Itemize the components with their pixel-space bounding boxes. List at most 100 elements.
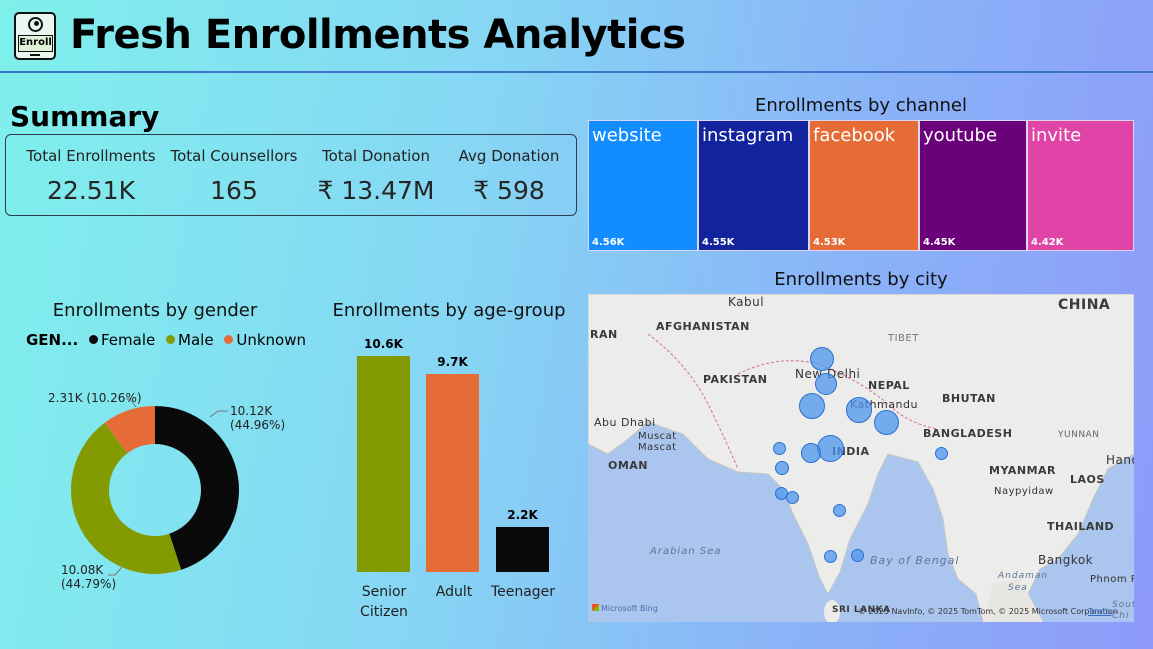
terms-link[interactable]: Terms [1088, 607, 1112, 616]
map-label: Phnom Pen [1090, 574, 1134, 585]
map-label: YUNNAN [1058, 430, 1100, 440]
donut-label-male: 10.08K (44.79%) [61, 563, 117, 591]
city-bubble[interactable] [817, 435, 844, 462]
kpi-value: 165 [210, 176, 258, 205]
city-bubble[interactable] [824, 550, 837, 563]
donut-slice-unknown[interactable] [104, 406, 155, 454]
legend-dot-icon [166, 335, 176, 344]
bar-category-label: Adult [435, 584, 473, 600]
kpi-label: Total Enrollments [26, 147, 156, 165]
map-label: Naypyidaw [994, 486, 1054, 497]
kpi-total-donation[interactable]: Total Donation ₹ 13.47M [301, 135, 451, 215]
legend-item-female[interactable]: Female [89, 331, 155, 349]
legend-item-male[interactable]: Male [166, 331, 214, 349]
donut-slice-male[interactable] [71, 422, 182, 574]
donut-label-female: 10.12K (44.96%) [230, 404, 286, 432]
legend-label: Male [178, 331, 214, 349]
city-bubble-map[interactable]: CHINA AFGHANISTAN PAKISTAN NEPAL BHUTAN … [588, 294, 1134, 622]
legend-label: Unknown [236, 331, 306, 349]
donut-label-unknown: 2.31K (10.26%) [48, 391, 142, 405]
kpi-value: ₹ 598 [473, 176, 545, 205]
kpi-avg-donation[interactable]: Avg Donation ₹ 598 [434, 135, 584, 215]
city-bubble[interactable] [801, 443, 821, 463]
map-label: TIBET [888, 333, 919, 344]
city-bubble[interactable] [786, 491, 799, 504]
enroll-logo-icon: Enroll [14, 12, 56, 60]
tile-facebook[interactable]: facebook 4.53K [809, 120, 919, 251]
kpi-total-counsellors[interactable]: Total Counsellors 165 [159, 135, 309, 215]
tile-value: 4.55K [702, 237, 735, 248]
bar-category-label: Senior Citizen [360, 584, 408, 620]
city-bubble[interactable] [833, 504, 846, 517]
map-label: Bangkok [1038, 553, 1094, 567]
bar-adult[interactable] [426, 374, 479, 572]
map-label: Mascat [638, 442, 677, 453]
legend-label: Female [101, 331, 156, 349]
age-bar-chart[interactable]: 10.6K 9.7K 2.2K [340, 330, 570, 572]
map-label: RAN [590, 328, 618, 341]
tile-label: instagram [702, 125, 794, 146]
map-label: Abu Dhabi [594, 416, 656, 429]
city-bubble[interactable] [773, 442, 786, 455]
tile-label: website [592, 125, 662, 146]
bing-logo-icon [592, 604, 599, 611]
summary-heading: Summary [10, 100, 160, 133]
leader-line [108, 566, 123, 576]
city-bubble[interactable] [851, 549, 864, 562]
map-label: Kabul [728, 295, 765, 309]
bar-value-label: 9.7K [437, 355, 468, 370]
age-chart-title: Enrollments by age-group [332, 300, 566, 321]
kpi-card[interactable]: Total Enrollments 22.51K Total Counsello… [5, 134, 577, 216]
tile-instagram[interactable]: instagram 4.55K [698, 120, 809, 251]
city-bubble[interactable] [815, 373, 837, 395]
city-bubble[interactable] [775, 461, 789, 475]
map-label: Hano [1106, 453, 1134, 467]
tile-youtube[interactable]: youtube 4.45K [919, 120, 1027, 251]
city-bubble[interactable] [799, 393, 825, 419]
channel-chart-title: Enrollments by channel [754, 95, 967, 116]
map-label: OMAN [608, 459, 649, 472]
legend-dot-icon [89, 335, 98, 344]
map-label: LAOS [1070, 473, 1105, 486]
city-chart-title: Enrollments by city [774, 269, 948, 290]
kpi-total-enrollments[interactable]: Total Enrollments 22.51K [16, 135, 166, 215]
kpi-label: Total Donation [322, 147, 430, 165]
bing-logo: Microsoft Bing [592, 604, 658, 613]
leader-line [209, 410, 228, 418]
tile-label: youtube [923, 125, 998, 146]
map-label: Muscat [638, 431, 677, 442]
gender-donut-chart[interactable] [60, 395, 250, 585]
legend-dot-icon [224, 335, 234, 344]
bar-senior-citizen[interactable] [357, 356, 410, 572]
bar-value-label: 10.6K [364, 337, 403, 351]
map-label: BANGLADESH [923, 427, 1013, 440]
tile-label: invite [1031, 125, 1082, 146]
tile-label: facebook [813, 125, 896, 146]
legend-item-unknown[interactable]: Unknown [224, 331, 306, 349]
city-bubble[interactable] [810, 347, 834, 371]
logo-text: Enroll [18, 35, 53, 52]
kpi-label: Total Counsellors [170, 147, 298, 165]
map-label: SRI LANKA [832, 605, 891, 615]
tile-invite[interactable]: invite 4.42K [1027, 120, 1134, 251]
donut-slice-female[interactable] [155, 406, 239, 570]
tile-value: 4.42K [1031, 237, 1064, 248]
city-bubble[interactable] [935, 447, 948, 460]
map-label: CHINA [1058, 297, 1111, 313]
map-label: AFGHANISTAN [656, 320, 750, 333]
gender-chart-title: Enrollments by gender [52, 300, 258, 321]
kpi-label: Avg Donation [458, 147, 560, 165]
channel-treemap[interactable]: website 4.56K instagram 4.55K facebook 4… [588, 120, 1134, 251]
map-attribution: © 2025 NavInfo, © 2025 TomTom, © 2025 Mi… [858, 607, 1118, 616]
map-land [588, 294, 1134, 622]
gender-legend[interactable]: GEN... Female Male Unknown [26, 331, 306, 349]
tile-website[interactable]: website 4.56K [588, 120, 698, 251]
city-bubble[interactable] [846, 397, 872, 423]
map-label: BHUTAN [942, 392, 996, 405]
map-label: Sea [1008, 583, 1028, 593]
header-bar: Enroll Fresh Enrollments Analytics [0, 0, 1153, 73]
map-label: PAKISTAN [703, 373, 768, 386]
city-bubble[interactable] [874, 410, 899, 435]
map-label: Sout [1112, 600, 1134, 610]
bar-teenager[interactable] [496, 527, 549, 572]
